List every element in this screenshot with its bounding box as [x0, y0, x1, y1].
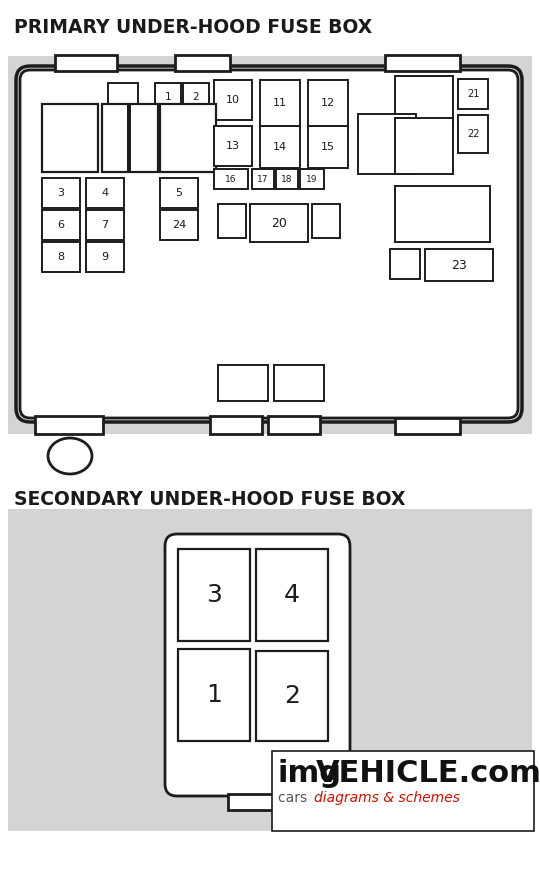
Text: 3: 3 — [206, 583, 222, 607]
Text: 4: 4 — [102, 188, 109, 198]
Bar — [108, 83, 138, 111]
Bar — [35, 416, 103, 434]
Text: 23: 23 — [451, 259, 467, 271]
Text: 15: 15 — [321, 142, 335, 152]
Text: 1: 1 — [206, 683, 222, 707]
Text: 2: 2 — [193, 92, 199, 102]
Text: 6: 6 — [57, 220, 64, 230]
Bar — [214, 80, 252, 120]
Text: 7: 7 — [102, 220, 109, 230]
Bar — [260, 126, 300, 168]
Text: 13: 13 — [226, 141, 240, 151]
Bar — [42, 104, 98, 172]
Bar — [385, 55, 460, 71]
Text: 20: 20 — [271, 217, 287, 229]
Bar — [8, 56, 532, 434]
Bar — [218, 365, 268, 401]
Bar — [57, 57, 115, 69]
Bar — [160, 104, 216, 172]
Bar — [390, 249, 420, 279]
Bar — [458, 79, 488, 109]
Bar — [102, 104, 158, 172]
Bar — [42, 210, 80, 240]
Bar — [395, 118, 453, 174]
Bar — [308, 126, 348, 168]
Bar — [212, 418, 260, 432]
Text: 2: 2 — [284, 684, 300, 708]
Bar — [160, 178, 198, 208]
Bar — [397, 420, 458, 432]
Bar — [210, 416, 262, 434]
FancyBboxPatch shape — [16, 66, 522, 422]
Text: 16: 16 — [225, 175, 237, 184]
Bar — [387, 57, 458, 69]
Bar — [86, 242, 124, 272]
Text: 21: 21 — [467, 89, 479, 99]
Bar — [256, 651, 328, 741]
Text: SECONDARY UNDER-HOOD FUSE BOX: SECONDARY UNDER-HOOD FUSE BOX — [14, 490, 406, 509]
Text: cars: cars — [278, 791, 312, 805]
Text: 10: 10 — [226, 95, 240, 105]
Ellipse shape — [48, 438, 92, 474]
Text: 24: 24 — [172, 220, 186, 230]
Bar — [230, 796, 271, 808]
Bar — [395, 418, 460, 434]
Bar — [274, 365, 324, 401]
Text: 9: 9 — [102, 252, 109, 262]
Bar — [175, 55, 230, 71]
Bar — [252, 169, 274, 189]
Bar — [127, 104, 131, 172]
FancyBboxPatch shape — [20, 70, 518, 418]
Text: 5: 5 — [176, 188, 183, 198]
Bar — [250, 204, 308, 242]
Bar — [178, 649, 250, 741]
Bar — [218, 204, 246, 238]
Bar — [260, 80, 300, 126]
FancyBboxPatch shape — [165, 534, 350, 796]
Text: 12: 12 — [321, 98, 335, 108]
Bar — [395, 186, 490, 242]
Bar — [214, 126, 252, 166]
Bar — [272, 751, 534, 831]
Bar — [155, 83, 181, 111]
Bar — [86, 210, 124, 240]
Bar — [183, 83, 209, 111]
Bar — [358, 114, 416, 174]
Bar — [256, 549, 328, 641]
Bar — [268, 416, 320, 434]
Bar — [228, 794, 273, 810]
Bar — [214, 169, 248, 189]
Bar — [42, 178, 80, 208]
Bar — [55, 55, 117, 71]
Text: 11: 11 — [273, 98, 287, 108]
Text: img: img — [278, 759, 342, 788]
Text: 14: 14 — [273, 142, 287, 152]
Bar — [270, 418, 318, 432]
Text: 8: 8 — [57, 252, 65, 262]
Bar — [425, 249, 493, 281]
Bar — [178, 549, 250, 641]
Text: 22: 22 — [467, 129, 480, 139]
Bar — [300, 169, 324, 189]
Text: 18: 18 — [281, 175, 293, 184]
Text: VEHICLE.com: VEHICLE.com — [316, 759, 540, 788]
Text: 4: 4 — [284, 583, 300, 607]
Bar — [86, 178, 124, 208]
Bar — [312, 204, 340, 238]
Text: PRIMARY UNDER-HOOD FUSE BOX: PRIMARY UNDER-HOOD FUSE BOX — [14, 18, 372, 37]
Text: diagrams & schemes: diagrams & schemes — [314, 791, 460, 805]
Bar — [8, 509, 532, 831]
Bar — [177, 57, 228, 69]
Text: 3: 3 — [57, 188, 64, 198]
Bar — [37, 418, 101, 432]
Bar — [308, 80, 348, 126]
Text: 17: 17 — [257, 175, 269, 184]
Bar — [395, 76, 453, 126]
Text: 1: 1 — [165, 92, 171, 102]
Text: 19: 19 — [306, 175, 318, 184]
Bar — [160, 210, 198, 240]
Bar — [276, 169, 298, 189]
Bar — [42, 242, 80, 272]
Bar — [458, 115, 488, 153]
